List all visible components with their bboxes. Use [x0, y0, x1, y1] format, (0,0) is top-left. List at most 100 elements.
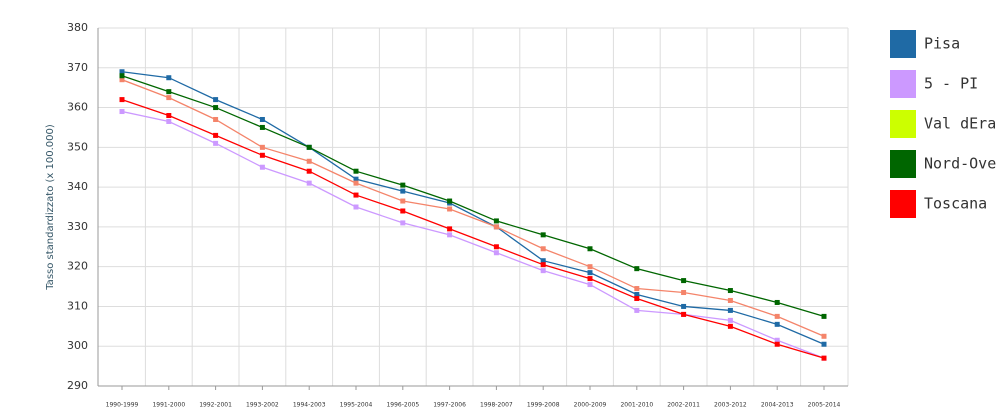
point [540, 262, 546, 268]
x-tick-label: 2004-2013 [761, 402, 794, 409]
point [774, 313, 780, 319]
point [587, 282, 593, 288]
x-tick-label: 1992-2001 [199, 402, 232, 409]
point [587, 264, 593, 270]
point [634, 266, 640, 272]
x-tick-label: 1999-2008 [527, 402, 560, 409]
point [213, 140, 219, 146]
series-line [121, 71, 825, 345]
x-tick-label: 1997-2006 [433, 402, 466, 409]
point [587, 276, 593, 282]
point [634, 286, 640, 292]
x-tick-label: 1993-2002 [246, 402, 279, 409]
point [353, 204, 359, 210]
point [774, 341, 780, 347]
point [119, 97, 125, 103]
point [259, 124, 265, 130]
point [447, 232, 453, 238]
point [166, 118, 172, 124]
point [540, 246, 546, 252]
y-tick-label: 340 [67, 180, 88, 193]
series-line [121, 75, 825, 318]
point [259, 116, 265, 122]
point [259, 144, 265, 150]
point [774, 337, 780, 343]
point [681, 303, 687, 309]
y-tick-label: 330 [67, 220, 88, 233]
point [166, 89, 172, 95]
point [447, 206, 453, 212]
y-tick-label: 320 [67, 260, 88, 273]
legend-label: 5 - PI [924, 75, 978, 93]
point [821, 341, 827, 347]
y-tick-label: 300 [67, 339, 88, 352]
point [681, 311, 687, 317]
point [681, 290, 687, 296]
point [306, 180, 312, 186]
point [353, 168, 359, 174]
legend-label: Pisa [924, 35, 960, 53]
x-tick-label: 2003-2012 [714, 402, 747, 409]
point [213, 116, 219, 122]
point [213, 97, 219, 103]
point [213, 105, 219, 111]
series-line [121, 110, 825, 359]
point [447, 226, 453, 232]
point [540, 268, 546, 274]
point [400, 198, 406, 204]
x-tick-label: 1994-2003 [293, 402, 326, 409]
legend-label: Nord-Ovest [924, 155, 997, 173]
x-tick-label: 1995-2004 [340, 402, 373, 409]
x-tick-label: 1990-1999 [106, 402, 139, 409]
y-tick-label: 350 [67, 140, 88, 153]
x-tick-label: 2002-2011 [667, 402, 700, 409]
point [774, 321, 780, 327]
point [400, 208, 406, 214]
point [493, 218, 499, 224]
series-line [121, 98, 825, 359]
point [400, 188, 406, 194]
point [727, 317, 733, 323]
point [493, 250, 499, 256]
point [493, 244, 499, 250]
y-tick-label: 310 [67, 299, 88, 312]
point [493, 224, 499, 230]
x-tick-label: 2001-2010 [620, 402, 653, 409]
point [353, 180, 359, 186]
point [681, 278, 687, 284]
point [634, 295, 640, 301]
x-tick-label: 1996-2005 [386, 402, 419, 409]
legend-swatch [890, 70, 916, 98]
legend-label: Val dEra [924, 115, 996, 133]
point [166, 75, 172, 81]
y-tick-label: 360 [67, 101, 88, 114]
point [400, 220, 406, 226]
legend-swatch [890, 110, 916, 138]
y-tick-label: 380 [67, 21, 88, 34]
point [306, 158, 312, 164]
x-tick-label: 2005-2014 [808, 402, 841, 409]
point [821, 313, 827, 319]
series-line [121, 79, 825, 337]
y-tick-label: 370 [67, 61, 88, 74]
point [587, 270, 593, 276]
point [634, 307, 640, 313]
legend-swatch [890, 190, 916, 218]
point [119, 73, 125, 79]
point [540, 232, 546, 238]
point [821, 333, 827, 339]
point [166, 95, 172, 101]
legend-label: Toscana [924, 195, 987, 213]
point [540, 258, 546, 264]
point [119, 77, 125, 83]
point [727, 307, 733, 313]
legend-swatch [890, 30, 916, 58]
point [259, 164, 265, 170]
point [306, 144, 312, 150]
point [353, 176, 359, 182]
point [727, 297, 733, 303]
point [119, 109, 125, 115]
point [774, 299, 780, 305]
